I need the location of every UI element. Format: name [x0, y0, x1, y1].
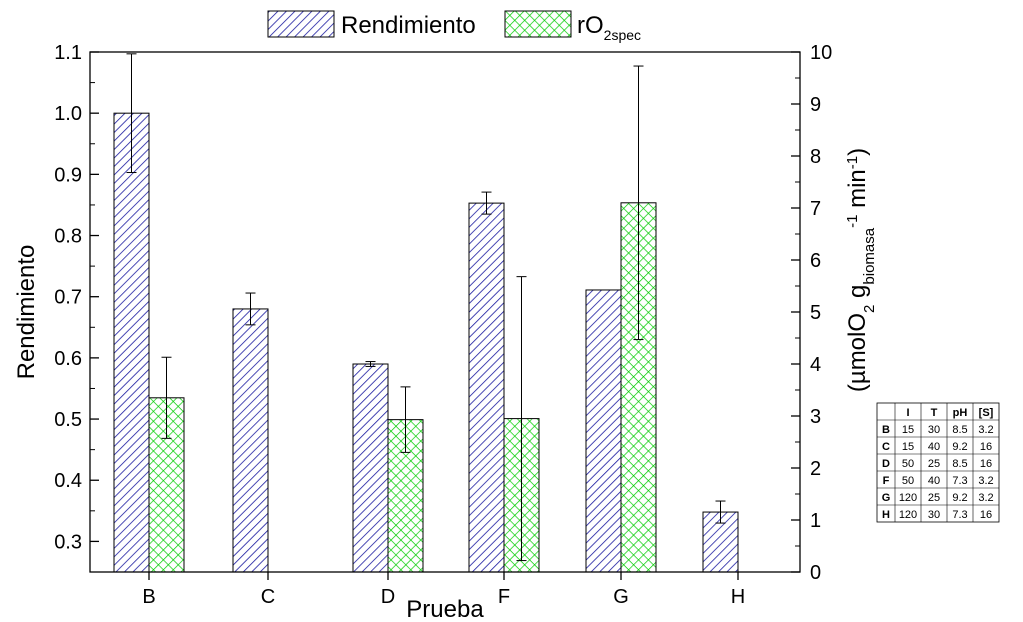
y2-title-part-4: biomasa [861, 227, 878, 284]
table-header-cell: pH [953, 407, 968, 419]
table-cell: 50 [902, 475, 914, 487]
y-tick-label: 0.5 [54, 409, 82, 431]
y2-tick-label: 9 [810, 94, 821, 116]
table-cell: 120 [899, 509, 917, 521]
legend: Rendimiento rO2spec [267, 10, 641, 43]
plot-frame [89, 51, 801, 573]
table-cell: 40 [928, 441, 940, 453]
y2-title-part-6: min [844, 169, 871, 214]
y-tick-label: 0.8 [54, 226, 82, 248]
x-tick-label: F [498, 586, 510, 608]
y2-title-part-2: 2 [861, 305, 878, 313]
bar-rendimiento-b [113, 112, 150, 573]
error-bar-rendimiento-f [481, 191, 492, 215]
table-cell: 30 [928, 424, 940, 436]
y2-title-part-1: (µmolO [844, 313, 871, 392]
bar-rendimiento-g [585, 289, 622, 573]
error-bar-ro2spec-g [633, 65, 644, 341]
y-tick-label: 1.0 [54, 103, 82, 125]
table-header-cell: I [906, 407, 909, 419]
table-cell: 8.5 [952, 424, 967, 436]
table-cell: 16 [980, 509, 992, 521]
table-cell: 3.2 [978, 475, 993, 487]
table-cell: 15 [902, 424, 914, 436]
bar-rendimiento-c [232, 308, 269, 573]
table-header-cell: [S] [979, 407, 994, 419]
table-cell: 3.2 [978, 424, 993, 436]
table-cell: 16 [980, 441, 992, 453]
y-tick-label: 0.9 [54, 164, 82, 186]
legend-label-ro2spec: rO2spec [577, 12, 641, 43]
table-cell: 25 [928, 458, 940, 470]
table-cell: 8.5 [952, 458, 967, 470]
x-tick-label: G [613, 586, 629, 608]
table-cell: 15 [902, 441, 914, 453]
y2-axis-title: (µmolO2 gbiomasa-1 min-1) [844, 148, 878, 392]
legend-ro2-sub: 2spec [604, 27, 641, 43]
table-cell: G [882, 492, 891, 504]
error-bars-layer [126, 53, 726, 562]
y-tick-label: 0.7 [54, 287, 82, 309]
y2-tick-label: 10 [810, 42, 832, 64]
y2-title-part-5: -1 [844, 215, 861, 228]
y-tick-label: 1.1 [54, 42, 82, 64]
error-bar-ro2spec-d [400, 386, 411, 453]
error-bar-rendimiento-b [126, 53, 137, 174]
y2-tick-label: 8 [810, 146, 821, 168]
table-cell: 25 [928, 492, 940, 504]
table-cell: 7.3 [952, 509, 967, 521]
error-bar-rendimiento-d [365, 361, 376, 367]
error-bar-rendimiento-c [245, 292, 256, 326]
table-cell: H [882, 509, 890, 521]
y2-tick-label: 1 [810, 510, 821, 532]
y2-title-part-7: -1 [844, 156, 861, 169]
y2-tick-label: 6 [810, 250, 821, 272]
table-cell: D [882, 458, 890, 470]
x-tick-label: B [142, 586, 155, 608]
x-tick-label: D [381, 586, 395, 608]
x-tick-label: H [731, 586, 745, 608]
axes-layer: 0.3 0.4 0.5 0.6 0.7 0.8 0.9 1.0 1.1 0 1 2 3 4 5 6 7 8 9 10 B… [54, 42, 832, 608]
y-tick-label: 0.3 [54, 531, 82, 553]
y2-tick-label: 7 [810, 198, 821, 220]
legend-swatch-rendimiento [267, 10, 335, 38]
error-bar-ro2spec-b [161, 356, 172, 439]
bar-rendimiento-d [352, 363, 389, 573]
table-cell: 30 [928, 509, 940, 521]
legend-ro2-main: rO [577, 12, 604, 39]
table-cell: 16 [980, 458, 992, 470]
y2-tick-label: 3 [810, 406, 821, 428]
y2-tick-label: 0 [810, 562, 821, 584]
error-bar-ro2spec-f [516, 276, 527, 562]
y-tick-label: 0.4 [54, 470, 82, 492]
bars-layer [113, 112, 739, 573]
table-header-cell: T [931, 407, 938, 419]
table-cell: F [883, 475, 890, 487]
x-axis-title: Prueba [406, 596, 484, 622]
table-cell: 9.2 [952, 441, 967, 453]
error-bar-rendimiento-h [715, 500, 726, 524]
table-cell: 9.2 [952, 492, 967, 504]
table-cell: 50 [902, 458, 914, 470]
table-cell: 40 [928, 475, 940, 487]
y2-tick-label: 2 [810, 458, 821, 480]
table-cell: 7.3 [952, 475, 967, 487]
legend-label-rendimiento: Rendimiento [341, 12, 476, 39]
table-cell: 120 [899, 492, 917, 504]
y2-title-part-3: g [844, 285, 871, 305]
table-cell: B [882, 424, 890, 436]
y-tick-label: 0.6 [54, 348, 82, 370]
x-tick-label: C [261, 586, 275, 608]
table-cell: 3.2 [978, 492, 993, 504]
y2-tick-label: 4 [810, 354, 821, 376]
y2-title-part-8: ) [844, 148, 871, 156]
y2-tick-label: 5 [810, 302, 821, 324]
table-frame [876, 402, 1000, 523]
bar-rendimiento-f [468, 202, 505, 573]
legend-swatch-ro2spec [504, 10, 572, 38]
table-cell: C [882, 441, 890, 453]
y-axis-title: Rendimiento [13, 245, 40, 380]
